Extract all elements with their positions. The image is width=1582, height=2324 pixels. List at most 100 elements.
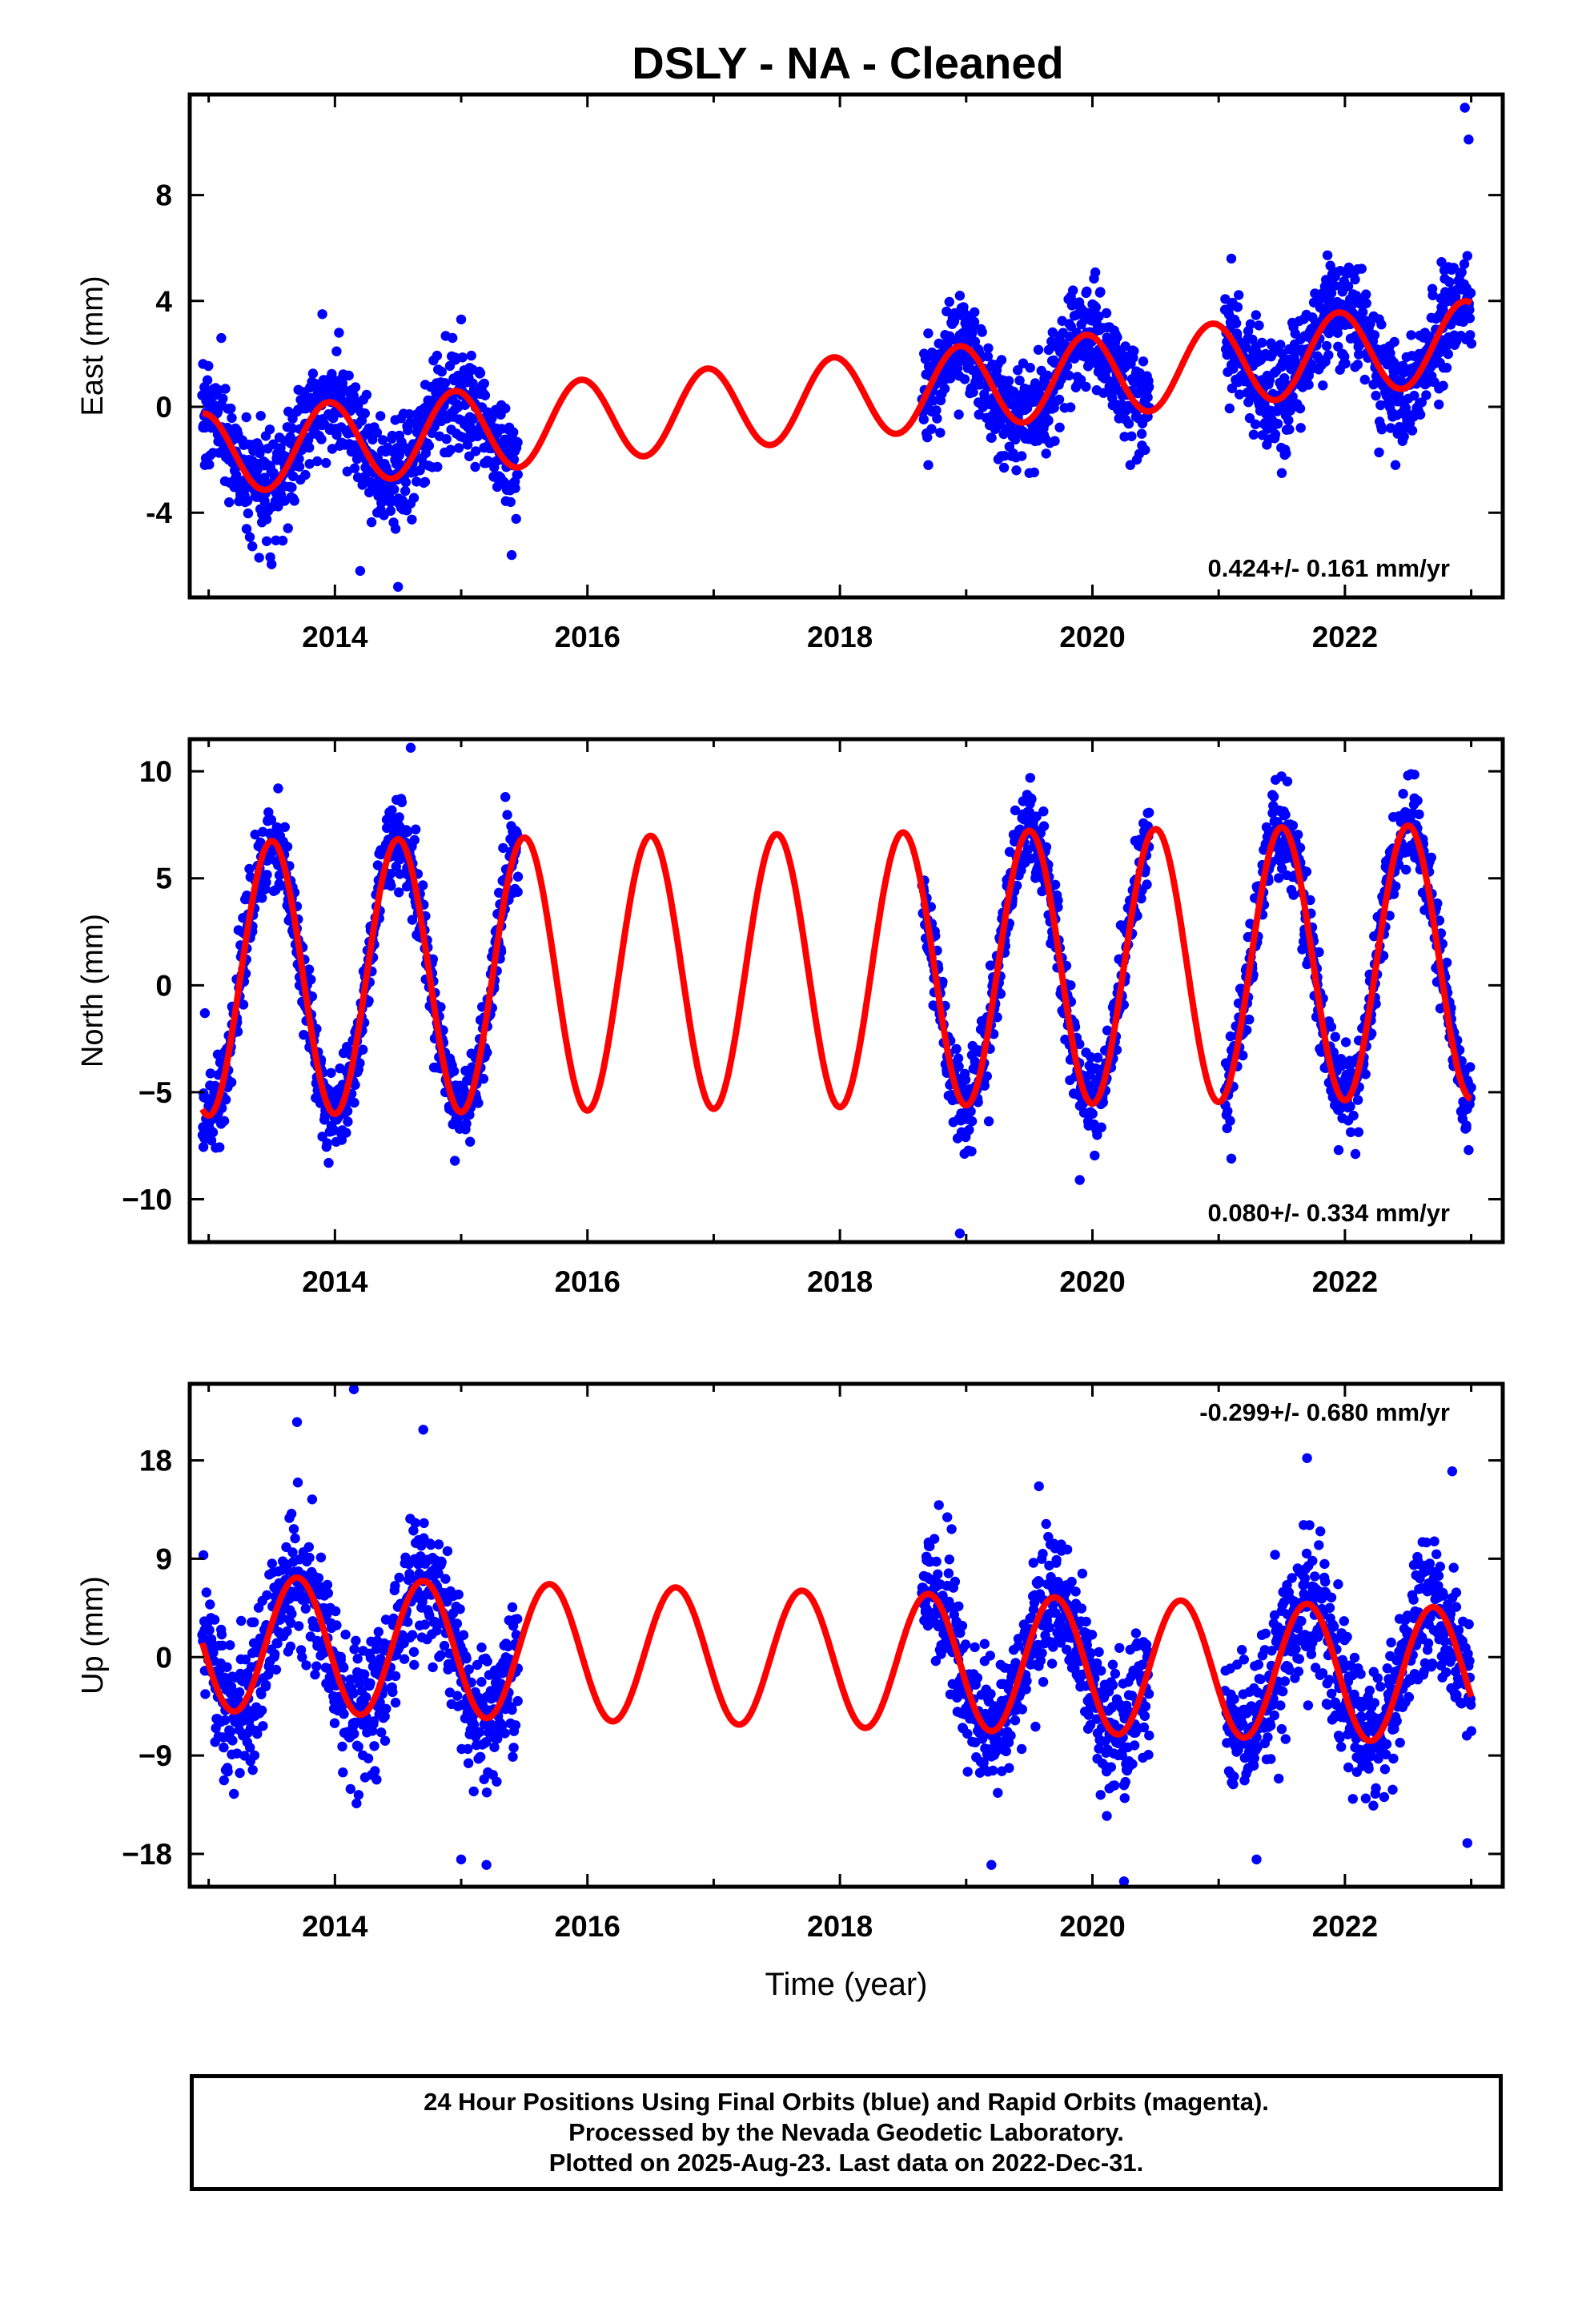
data-point — [275, 443, 286, 453]
data-point — [1403, 770, 1413, 781]
data-point — [334, 328, 344, 338]
data-point — [365, 1678, 375, 1689]
data-point — [349, 1097, 359, 1108]
data-point — [1054, 422, 1065, 432]
data-point — [409, 1659, 420, 1671]
y-tick-label: 4 — [155, 285, 172, 318]
data-point — [1443, 348, 1454, 360]
data-point — [1303, 380, 1314, 390]
data-point — [241, 412, 251, 423]
data-point — [970, 307, 980, 317]
data-point — [1321, 340, 1332, 352]
data-point — [1360, 1069, 1371, 1080]
data-point — [1030, 1721, 1041, 1732]
data-point — [1434, 348, 1445, 358]
data-point — [954, 409, 964, 420]
velocity-annotation: 0.424+/- 0.161 mm/yr — [1208, 554, 1450, 582]
data-point — [1287, 392, 1298, 402]
data-point — [983, 1116, 994, 1127]
data-point — [1264, 375, 1275, 385]
data-point — [243, 508, 254, 519]
data-point — [200, 1689, 211, 1699]
data-point — [1340, 1037, 1351, 1047]
data-point — [1042, 370, 1053, 381]
data-point — [385, 497, 396, 508]
data-point — [205, 1599, 215, 1610]
data-point — [408, 1647, 420, 1657]
data-point — [294, 453, 304, 464]
data-point — [1270, 429, 1281, 440]
data-point — [985, 1651, 996, 1661]
data-point — [1358, 307, 1368, 317]
data-point — [418, 880, 428, 891]
data-point — [428, 1662, 438, 1673]
data-point — [1018, 796, 1029, 806]
data-point — [377, 435, 388, 445]
data-point — [512, 1614, 523, 1624]
data-point — [294, 461, 305, 472]
data-point — [249, 1750, 260, 1761]
data-point — [1406, 330, 1416, 340]
data-point — [1271, 774, 1281, 785]
data-point — [204, 1625, 215, 1635]
data-point — [458, 1630, 469, 1640]
data-point — [935, 428, 946, 438]
data-point — [512, 1695, 523, 1707]
data-point — [954, 1601, 964, 1612]
data-point — [1041, 1518, 1051, 1530]
y-tick-label: 0 — [155, 969, 172, 1002]
data-point — [282, 842, 293, 852]
data-point — [371, 1775, 382, 1785]
data-point — [455, 1604, 465, 1614]
data-point — [235, 486, 246, 497]
data-point — [407, 1630, 418, 1640]
data-point — [287, 482, 297, 493]
data-point — [995, 420, 1006, 430]
data-point — [339, 1709, 349, 1719]
data-point — [307, 1494, 318, 1505]
data-point — [247, 541, 258, 552]
data-point — [508, 427, 519, 437]
data-point — [1326, 1022, 1337, 1032]
data-point — [1352, 263, 1363, 275]
data-point — [216, 332, 227, 344]
data-point — [371, 428, 383, 438]
data-point — [1268, 791, 1279, 802]
data-point — [1350, 1148, 1361, 1160]
data-point — [1010, 1715, 1021, 1726]
data-point — [968, 387, 978, 397]
data-point — [1464, 304, 1475, 316]
y-axis-label: East (mm) — [76, 275, 110, 416]
data-point — [199, 460, 211, 470]
x-tick-label: 2014 — [302, 1265, 368, 1298]
x-tick-label: 2018 — [807, 621, 873, 653]
data-point — [1460, 103, 1470, 113]
data-point — [313, 1573, 324, 1583]
data-point — [436, 1650, 446, 1660]
data-point — [470, 461, 480, 472]
data-point — [420, 1619, 431, 1630]
x-tick-label: 2016 — [555, 1265, 620, 1298]
data-point — [1395, 394, 1406, 404]
data-point — [1438, 380, 1448, 391]
data-point — [1281, 448, 1291, 459]
data-point — [1009, 390, 1019, 400]
data-point — [331, 1606, 341, 1617]
data-point — [1398, 789, 1408, 799]
data-point — [420, 476, 431, 487]
data-point — [387, 805, 397, 815]
data-point — [1448, 263, 1460, 273]
data-point — [244, 863, 255, 875]
data-point — [1038, 806, 1049, 817]
data-point — [939, 384, 950, 394]
data-point — [1321, 275, 1331, 285]
data-point — [351, 1798, 362, 1809]
data-point — [1257, 337, 1267, 348]
y-tick-label: -4 — [146, 497, 172, 529]
data-point — [1326, 287, 1337, 299]
data-point — [979, 1638, 990, 1649]
data-point — [277, 535, 288, 546]
data-point — [288, 1524, 299, 1534]
